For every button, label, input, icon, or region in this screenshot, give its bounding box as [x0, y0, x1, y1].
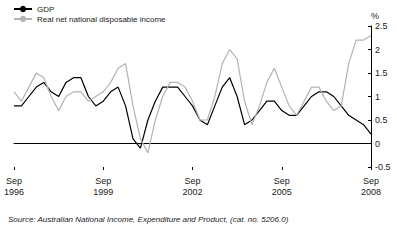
svg-text:0: 0 [375, 139, 380, 149]
svg-text:Sep: Sep [6, 176, 22, 186]
svg-text:%: % [371, 11, 379, 21]
svg-text:Sep: Sep [363, 176, 379, 186]
svg-text:Sep: Sep [184, 176, 200, 186]
svg-text:2.5: 2.5 [375, 21, 388, 31]
svg-text:1999: 1999 [93, 187, 113, 197]
svg-text:-0.5: -0.5 [375, 162, 391, 172]
svg-text:1996: 1996 [4, 187, 24, 197]
svg-text:Sep: Sep [274, 176, 290, 186]
svg-text:1.5: 1.5 [375, 68, 388, 78]
svg-text:2: 2 [375, 45, 380, 55]
svg-text:Source: Australian National In: Source: Australian National Income, Expe… [8, 215, 289, 224]
svg-text:2002: 2002 [182, 187, 202, 197]
svg-text:2005: 2005 [272, 187, 292, 197]
svg-text:1: 1 [375, 92, 380, 102]
svg-text:Sep: Sep [95, 176, 111, 186]
svg-text:0.5: 0.5 [375, 115, 388, 125]
svg-text:GDP: GDP [37, 5, 54, 14]
svg-text:2008: 2008 [361, 187, 381, 197]
svg-text:Real net national disposable i: Real net national disposable income [37, 15, 166, 24]
